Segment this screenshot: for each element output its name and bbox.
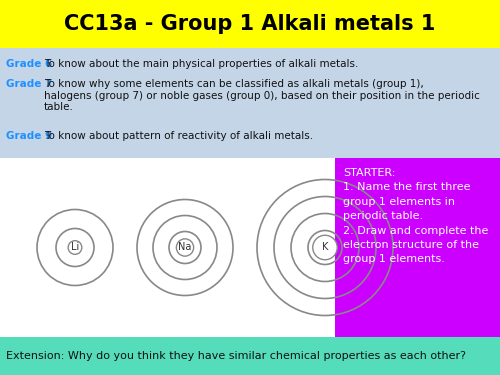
Text: CC13a - Group 1 Alkali metals 1: CC13a - Group 1 Alkali metals 1: [64, 14, 436, 34]
Text: Na: Na: [178, 243, 192, 252]
Bar: [0, 337, 500, 375]
Bar: [335, 158, 500, 337]
Text: To know about pattern of reactivity of alkali metals.: To know about pattern of reactivity of a…: [44, 131, 313, 141]
Text: Grade 9: Grade 9: [6, 131, 52, 141]
Text: K: K: [322, 243, 328, 252]
Circle shape: [313, 235, 337, 260]
Circle shape: [176, 239, 194, 256]
Bar: [0, 48, 500, 158]
Text: To know about the main physical properties of alkali metals.: To know about the main physical properti…: [44, 59, 358, 69]
Text: Grade 7: Grade 7: [6, 79, 52, 89]
Circle shape: [68, 241, 82, 254]
Text: To know why some elements can be classified as alkali metals (group 1),
halogens: To know why some elements can be classif…: [44, 79, 480, 112]
Bar: [0, 158, 500, 337]
Text: Extension: Why do you think they have similar chemical properties as each other?: Extension: Why do you think they have si…: [6, 351, 466, 361]
Text: Li: Li: [71, 243, 79, 252]
Bar: [0, 0, 500, 48]
Text: Grade 6: Grade 6: [6, 59, 52, 69]
Text: STARTER:
1. Name the first three
group 1 elements in
periodic table.
2. Draw and: STARTER: 1. Name the first three group 1…: [343, 168, 488, 264]
